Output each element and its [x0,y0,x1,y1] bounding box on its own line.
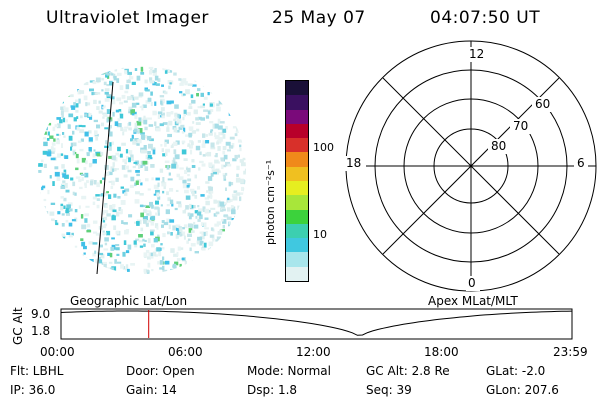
colorbar-segment [286,180,308,196]
mlt-label-18: 18 [346,156,362,170]
timeline-ytick-9: 9.0 [31,307,51,321]
timeline-xtick-0000: 00:00 [40,345,75,359]
colorbar-segment [286,195,308,210]
colorbar-segment [286,266,308,281]
apex-panel-label: Apex MLat/MLT [428,294,518,308]
satellite-track-line [96,81,114,275]
colorbar-segment [286,209,308,224]
colorbar-segment [286,152,308,167]
mlt-label-12: 12 [469,47,485,61]
ip-value: IP: 36.0 [10,383,56,397]
timeline-axis-label: GC Alt [11,307,25,345]
door-status: Door: Open [126,364,195,378]
intensity-colorbar [285,80,309,282]
colorbar-segment [286,238,308,253]
colorbar-segment [286,138,308,153]
colorbar-segment [286,252,308,267]
mode-value: Mode: Normal [247,364,331,378]
gc-alt-value: GC Alt: 2.8 Re [366,364,450,378]
colorbar-segment [286,166,308,181]
colorbar-segment [286,123,308,139]
mlat-label-80: 80 [491,139,507,153]
geographic-panel-label: Geographic Lat/Lon [70,294,188,308]
timeline-xtick-2359: 23:59 [553,345,588,359]
colorbar-tick-10: 10 [313,228,327,241]
mlt-label-0: 0 [468,276,476,290]
colorbar-unit-label: photon cm⁻²s⁻¹ [264,160,277,245]
colorbar-segment [286,223,308,239]
observation-time: 04:07:50 UT [430,8,541,28]
colorbar-segment [286,81,308,96]
mlat-label-70: 70 [513,119,529,133]
colorbar-axis: photon cm⁻²s⁻¹ [264,160,277,245]
glat-value: GLat: -2.0 [486,364,546,378]
instrument-title: Ultraviolet Imager [46,8,209,28]
observation-date: 25 May 07 [272,8,366,28]
dsp-value: Dsp: 1.8 [247,383,298,397]
filter-value: Flt: LBHL [10,364,64,378]
seq-value: Seq: 39 [366,383,412,397]
glon-value: GLon: 207.6 [486,383,559,397]
colorbar-segment [286,109,308,124]
timeline-xtick-1200: 12:00 [296,345,331,359]
colorbar-tick-100: 100 [313,141,334,154]
altitude-curve [60,310,573,336]
timeline-xtick-1800: 18:00 [424,345,459,359]
colorbar-segment [286,95,308,110]
timeline-xtick-0600: 06:00 [168,345,203,359]
mlt-label-6: 6 [577,156,585,170]
mlat-label-60: 60 [535,97,551,111]
gain-value: Gain: 14 [126,383,177,397]
timeline-ytick-1.8: 1.8 [31,324,51,338]
